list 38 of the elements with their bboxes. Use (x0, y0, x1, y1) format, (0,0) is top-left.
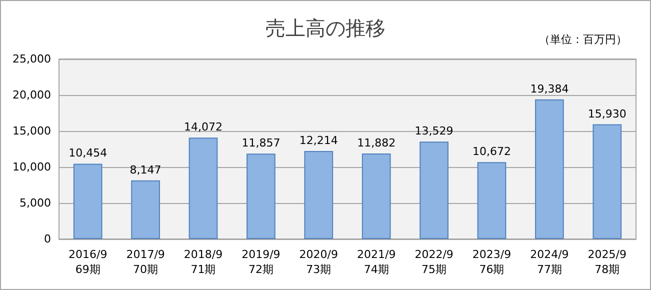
bar (246, 154, 276, 239)
data-label: 8,147 (130, 163, 162, 176)
data-label: 14,072 (184, 120, 222, 134)
y-tick-label: 5,000 (20, 196, 51, 210)
y-tick-label: 0 (44, 232, 51, 246)
data-label: 12,214 (299, 134, 338, 148)
bar (477, 162, 506, 239)
x-tick-label: 2024/9 77期 (530, 248, 569, 276)
x-tick-label: 2020/9 73期 (299, 248, 338, 276)
x-tick-label: 2023/9 76期 (472, 248, 512, 276)
bar (362, 153, 391, 239)
chart-title: 売上高の推移 (266, 16, 386, 40)
bar (535, 99, 564, 239)
y-tick-label: 20,000 (12, 88, 51, 102)
text: （単位：百万円） (539, 33, 627, 46)
x-tick-label: 2021/9 74期 (357, 248, 396, 276)
data-label: 11,882 (357, 136, 396, 150)
x-tick-label: 2018/9 71期 (184, 248, 223, 276)
bar (420, 142, 448, 239)
data-label: 19,384 (530, 82, 569, 96)
bar (73, 164, 102, 239)
x-tick-label: 2022/9 75期 (414, 248, 454, 276)
data-label: 13,529 (414, 124, 454, 138)
data-label: 10,454 (68, 146, 108, 160)
bar (304, 151, 334, 239)
data-label: 11,857 (242, 136, 280, 150)
bar (188, 138, 218, 239)
y-tick-label: 15,000 (12, 124, 51, 138)
x-tick-label: 2017/9 70期 (126, 248, 165, 276)
data-label: 10,672 (472, 145, 511, 158)
x-tick-label: 2016/9 69期 (68, 248, 108, 276)
y-tick-label: 10,000 (12, 160, 51, 174)
bar (592, 124, 622, 239)
x-tick-label: 2019/9 72期 (242, 248, 280, 276)
y-tick-label: 25,000 (12, 52, 51, 66)
x-tick-label: 2025/9 78期 (588, 248, 626, 276)
bar (131, 180, 160, 239)
data-label: 15,930 (588, 107, 626, 120)
